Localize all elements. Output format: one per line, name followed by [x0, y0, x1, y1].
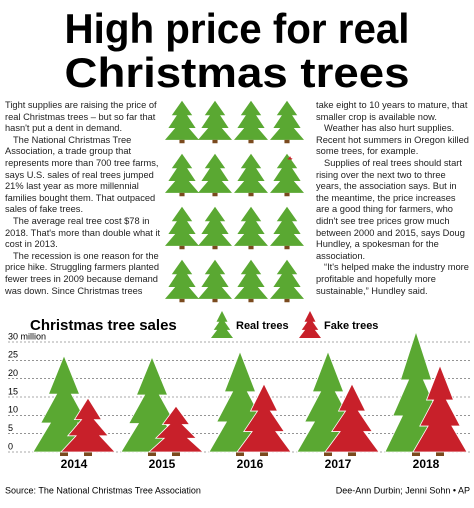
trunk: [172, 450, 180, 456]
y-tick-label: 0: [8, 441, 13, 451]
credit: Dee-Ann Durbin; Jenni Sohn • AP: [336, 485, 470, 495]
paragraph: take eight to 10 years to mature, that s…: [316, 100, 468, 122]
article-left: Tight supplies are raising the price of …: [5, 100, 165, 297]
bar: [324, 382, 380, 453]
paragraph: The National Christmas Tree Association,…: [5, 134, 159, 215]
y-tick-label: 10: [8, 405, 18, 415]
y-tick-label: 15: [8, 386, 18, 396]
paragraph: Tight supplies are raising the price of …: [5, 100, 157, 134]
x-tick-label: 2018: [413, 457, 440, 471]
x-tick-label: 2015: [149, 457, 176, 471]
x-tick-label: 2014: [61, 457, 88, 471]
bar: [412, 364, 468, 453]
chart-title: Christmas tree sales: [30, 317, 177, 334]
trunk: [148, 450, 156, 456]
y-tick-label: 25: [8, 350, 18, 360]
y-tick-label: 20: [8, 368, 18, 378]
y-tick-label: 5: [8, 423, 13, 433]
source: Source: The National Christmas Tree Asso…: [5, 485, 201, 495]
trunk: [436, 450, 444, 456]
paragraph: “It's helped make the industry more prof…: [316, 262, 469, 296]
legend-swatch: [211, 311, 233, 338]
trunk: [236, 450, 244, 456]
y-tick-label: 30 million: [8, 331, 46, 341]
paragraph: The average real tree cost $78 in 2018. …: [5, 215, 161, 250]
x-tick-label: 2017: [325, 457, 352, 471]
x-tick-label: 2016: [237, 457, 264, 471]
article-right: take eight to 10 years to mature, that s…: [316, 100, 470, 297]
paragraph: Supplies of real trees should start risi…: [316, 157, 465, 261]
title-line: High price for real: [65, 5, 410, 52]
legend-swatch: [299, 311, 321, 338]
paragraph: The recession is one reason for the pric…: [5, 250, 159, 296]
trunk: [84, 450, 92, 456]
bar: [147, 405, 205, 453]
bar: [236, 382, 292, 453]
trunk: [348, 450, 356, 456]
trunk: [412, 450, 420, 456]
legend-label: Fake trees: [324, 320, 378, 332]
trunk: [324, 450, 332, 456]
paragraph: Weather has also hurt supplies. Recent h…: [316, 123, 469, 157]
bar: [60, 397, 116, 453]
legend-label: Real trees: [236, 320, 289, 332]
trunk: [60, 450, 68, 456]
trunk: [260, 450, 268, 456]
title-line: Christmas trees: [65, 49, 410, 96]
tree-icons: [165, 100, 304, 303]
